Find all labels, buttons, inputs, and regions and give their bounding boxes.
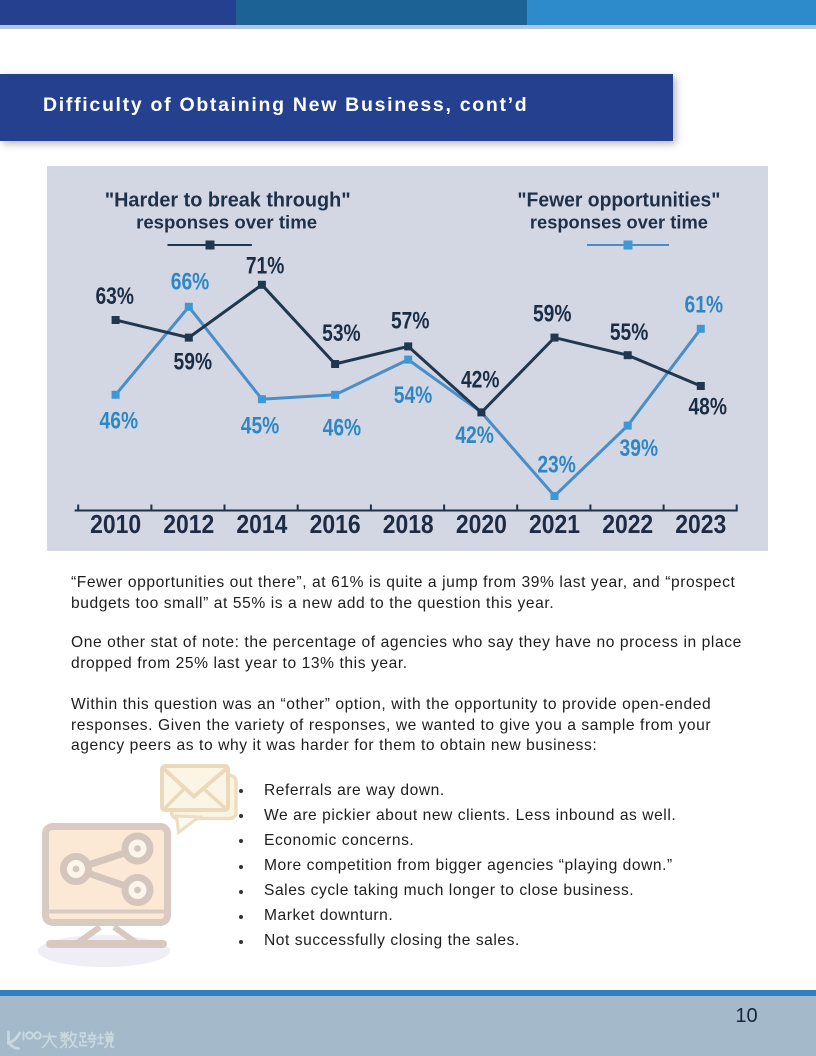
svg-text:2023: 2023 <box>675 511 726 539</box>
svg-text:45%: 45% <box>241 412 280 439</box>
svg-text:2020: 2020 <box>456 511 507 539</box>
svg-text:2014: 2014 <box>236 511 288 539</box>
svg-text:46%: 46% <box>100 407 139 434</box>
svg-text:63%: 63% <box>95 283 134 310</box>
svg-text:2016: 2016 <box>310 511 361 539</box>
svg-text:55%: 55% <box>610 319 649 346</box>
svg-text:53%: 53% <box>322 320 361 347</box>
svg-text:2012: 2012 <box>163 511 214 539</box>
svg-text:46%: 46% <box>323 415 362 442</box>
svg-text:"Harder to break through": "Harder to break through" <box>105 190 351 212</box>
svg-text:42%: 42% <box>461 366 500 393</box>
svg-text:2018: 2018 <box>383 511 434 539</box>
svg-text:59%: 59% <box>533 301 572 328</box>
svg-text:59%: 59% <box>174 349 213 376</box>
svg-text:48%: 48% <box>688 394 727 421</box>
svg-text:2021: 2021 <box>529 511 580 539</box>
svg-text:71%: 71% <box>246 252 285 279</box>
svg-text:61%: 61% <box>685 292 724 319</box>
svg-text:39%: 39% <box>620 435 659 462</box>
svg-text:42%: 42% <box>455 422 494 449</box>
svg-text:23%: 23% <box>537 452 576 479</box>
svg-text:2010: 2010 <box>90 511 141 539</box>
svg-text:57%: 57% <box>391 308 430 335</box>
svg-text:2022: 2022 <box>602 511 653 539</box>
svg-text:responses over time: responses over time <box>530 212 708 232</box>
svg-text:54%: 54% <box>394 382 433 409</box>
svg-text:66%: 66% <box>171 268 210 295</box>
svg-text:"Fewer opportunities": "Fewer opportunities" <box>517 190 720 212</box>
svg-text:responses over time: responses over time <box>136 212 317 232</box>
